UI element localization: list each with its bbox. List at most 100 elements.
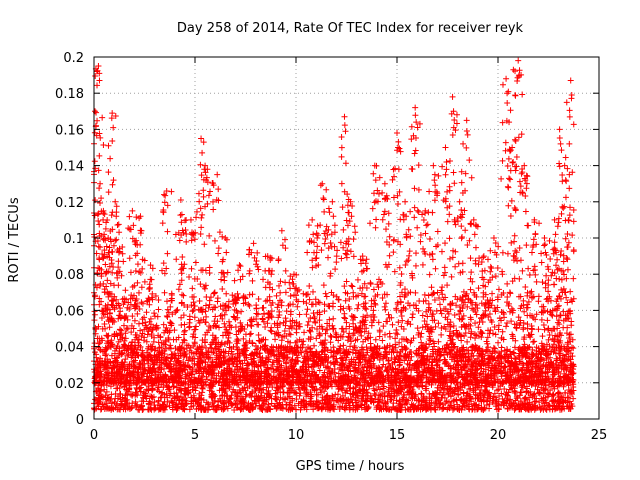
- data-point: [495, 339, 502, 346]
- data-point: [507, 396, 514, 403]
- data-point: [432, 323, 439, 330]
- data-point: [495, 386, 502, 393]
- data-point: [173, 307, 180, 314]
- data-point: [472, 320, 479, 327]
- data-points: [91, 57, 577, 413]
- data-point: [485, 359, 492, 366]
- data-point: [178, 314, 185, 321]
- data-point: [512, 397, 519, 404]
- data-point: [337, 306, 344, 313]
- data-point: [248, 323, 255, 330]
- data-point: [118, 402, 125, 409]
- data-point: [91, 308, 98, 315]
- data-point: [304, 306, 311, 313]
- data-point: [213, 323, 220, 330]
- data-point: [262, 298, 269, 305]
- data-point: [300, 298, 307, 305]
- data-point: [303, 291, 310, 298]
- data-point: [490, 344, 497, 351]
- data-point: [303, 300, 310, 307]
- data-point: [92, 396, 99, 403]
- data-point: [318, 389, 325, 396]
- data-point: [180, 312, 187, 319]
- data-point: [347, 363, 354, 370]
- data-point: [289, 356, 296, 363]
- data-point: [501, 364, 508, 371]
- data-point: [372, 336, 379, 343]
- data-point: [362, 305, 369, 312]
- data-point: [209, 403, 216, 410]
- data-point: [199, 385, 206, 392]
- data-point: [168, 397, 175, 404]
- data-point: [450, 398, 457, 405]
- data-point: [409, 314, 416, 321]
- data-point: [540, 385, 547, 392]
- data-point: [124, 352, 131, 359]
- data-point: [102, 392, 109, 399]
- data-point: [570, 395, 577, 402]
- data-point: [342, 315, 349, 322]
- data-point: [358, 332, 365, 339]
- data-point: [280, 389, 287, 396]
- data-point: [465, 347, 472, 354]
- data-point: [98, 405, 105, 412]
- data-point: [568, 344, 575, 351]
- data-point: [427, 337, 434, 344]
- data-point: [368, 322, 375, 329]
- data-point: [371, 300, 378, 307]
- data-point: [291, 402, 298, 409]
- data-point: [206, 403, 213, 410]
- data-point: [467, 334, 474, 341]
- data-point: [409, 311, 416, 318]
- data-point: [171, 327, 178, 334]
- data-point: [255, 296, 262, 303]
- data-point: [138, 299, 145, 306]
- data-point: [503, 323, 510, 330]
- data-point: [522, 395, 529, 402]
- data-point: [398, 312, 405, 319]
- data-point: [536, 399, 543, 406]
- data-point: [316, 367, 323, 374]
- data-point: [389, 321, 396, 328]
- data-point: [365, 405, 372, 412]
- data-point: [421, 291, 428, 298]
- data-point: [179, 291, 186, 298]
- data-point: [506, 289, 513, 296]
- data-point: [243, 339, 250, 346]
- data-point: [447, 362, 454, 369]
- data-point: [180, 336, 187, 343]
- data-point: [214, 295, 221, 302]
- data-point: [225, 399, 232, 406]
- data-point: [504, 294, 511, 301]
- data-point: [156, 388, 163, 395]
- data-point: [544, 317, 551, 324]
- data-point: [554, 390, 561, 397]
- data-point: [438, 331, 445, 338]
- data-point: [155, 297, 162, 303]
- data-point: [532, 383, 539, 390]
- data-point: [281, 396, 288, 403]
- data-point: [346, 405, 353, 412]
- data-point: [561, 389, 568, 396]
- data-point: [245, 301, 252, 308]
- data-point: [227, 395, 234, 402]
- data-point: [246, 302, 253, 309]
- data-point: [168, 290, 175, 297]
- data-point: [303, 311, 310, 318]
- data-point: [435, 320, 442, 327]
- data-point: [196, 297, 203, 304]
- data-point: [547, 387, 554, 394]
- data-point: [260, 304, 267, 311]
- data-point: [530, 391, 537, 398]
- chart-title: Day 258 of 2014, Rate Of TEC Index for r…: [177, 21, 524, 36]
- data-point: [181, 321, 188, 328]
- data-point: [131, 292, 138, 299]
- data-point: [375, 319, 382, 326]
- data-point: [271, 320, 278, 327]
- data-point: [381, 303, 388, 310]
- data-point: [98, 314, 105, 321]
- data-point: [395, 319, 402, 326]
- data-point: [178, 321, 185, 328]
- data-point: [181, 327, 188, 334]
